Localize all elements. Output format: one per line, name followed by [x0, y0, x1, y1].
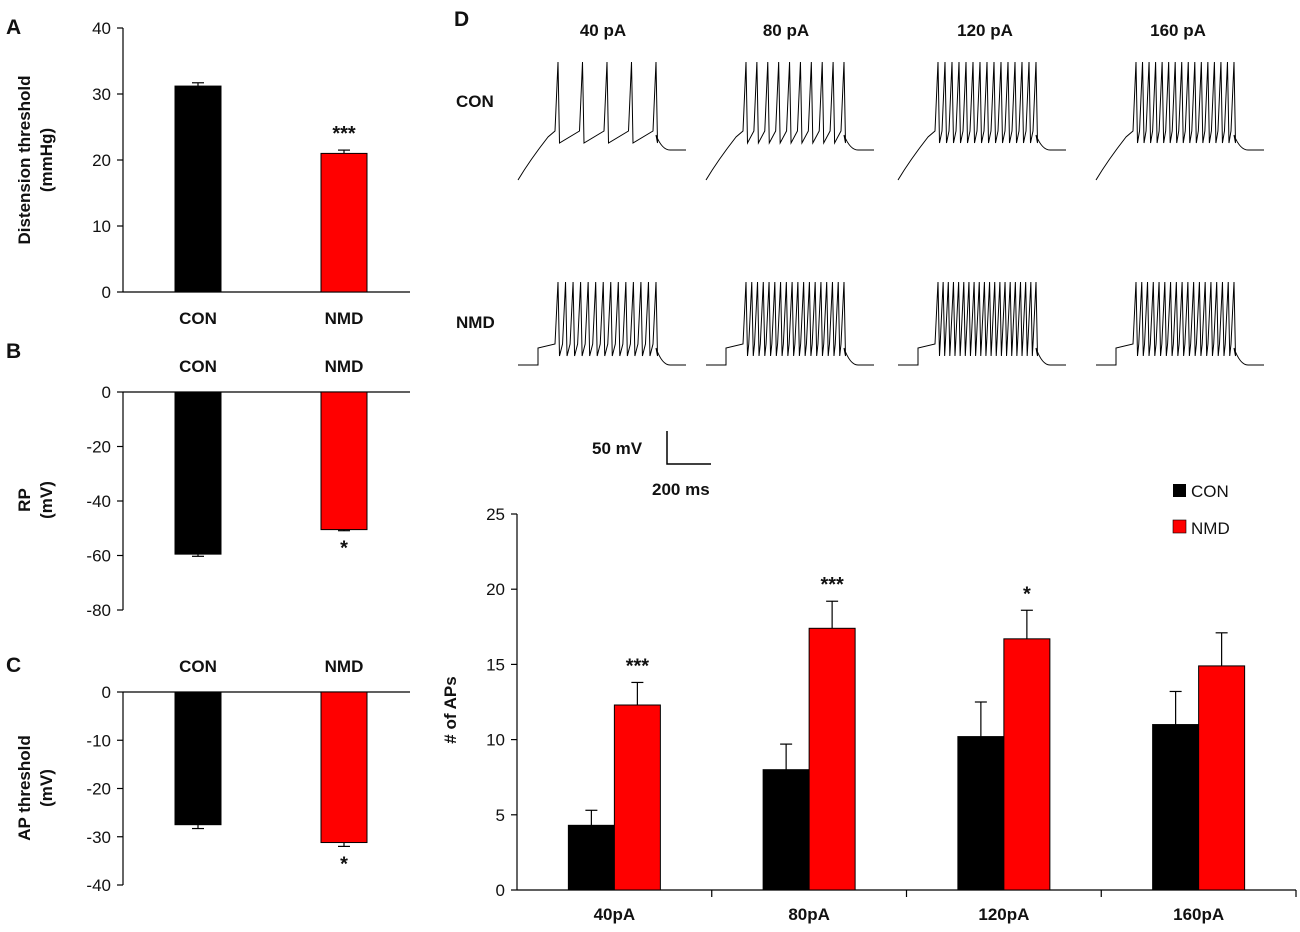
y-tick-label: 30: [92, 85, 111, 104]
panel-c-letter: C: [6, 654, 21, 677]
trace-nmd-3: [1096, 281, 1264, 366]
y-tick-label: -30: [86, 828, 111, 847]
trace-current-label: 40 pA: [580, 21, 626, 40]
bar-con: [174, 391, 222, 555]
y-tick-label: 0: [102, 383, 111, 402]
significance-marker: *: [340, 538, 348, 560]
panel-d-chart: 25 20 15 10 5 0 *** 40pA *** 80pA * 120pA 160pA: [486, 505, 1297, 924]
bar-nmd: [320, 391, 368, 531]
bar-con-80pA: [762, 769, 810, 891]
panel-c-ylabel-line1: AP threshold: [15, 735, 34, 840]
y-tick-label: -40: [86, 492, 111, 511]
y-tick-label: 5: [496, 806, 505, 825]
scale-bar: [666, 431, 711, 465]
trace-row-label: NMD: [456, 313, 495, 332]
y-tick-label: 0: [102, 283, 111, 302]
legend-label-nmd: NMD: [1191, 519, 1230, 538]
category-label: 160pA: [1173, 905, 1224, 924]
y-tick-label: 25: [486, 505, 505, 524]
panel-c-ylabel-line2: (mV): [37, 769, 56, 807]
panel-b-ylabel-line2: (mV): [37, 481, 56, 519]
y-tick-label: -10: [86, 731, 111, 750]
y-tick-label: 10: [92, 217, 111, 236]
category-label: NMD: [325, 357, 364, 376]
panel-a-ylabel-line2: (mmHg): [37, 128, 56, 192]
trace-nmd-2: [898, 281, 1066, 366]
category-label: CON: [179, 357, 217, 376]
trace-nmd-1: [706, 281, 874, 366]
panel-d-letter: D: [454, 8, 469, 31]
panel-b-ylabel-line1: RP: [15, 488, 34, 512]
category-label: NMD: [325, 309, 364, 328]
y-tick-label: 15: [486, 655, 505, 674]
trace-con-1: [705, 61, 874, 181]
significance-marker: *: [340, 853, 348, 875]
category-label: NMD: [325, 657, 364, 676]
bar-nmd-40pA: [613, 704, 661, 891]
panel-d-ylabel: # of APs: [441, 676, 460, 743]
panel-a-ylabel-line1: Distension threshold: [15, 75, 34, 244]
bar-nmd-80pA: [808, 627, 856, 891]
bar-con-160pA: [1152, 724, 1200, 891]
category-label: CON: [179, 657, 217, 676]
panel-b-chart: 0 -20 -40 -60 -80 CON NMD *: [86, 357, 410, 620]
y-tick-label: -20: [86, 438, 111, 457]
trace-row-label: CON: [456, 92, 494, 111]
bar-con-120pA: [957, 736, 1005, 891]
legend-label-con: CON: [1191, 482, 1229, 501]
bar-nmd-120pA: [1003, 638, 1051, 891]
panel-a-letter: A: [6, 16, 21, 39]
bar-nmd: [320, 152, 368, 293]
y-tick-label: -40: [86, 876, 111, 895]
legend-swatch-con: [1173, 484, 1186, 497]
scale-bar-time-label: 200 ms: [652, 480, 710, 499]
y-tick-label: 0: [496, 881, 505, 900]
y-tick-label: 10: [486, 731, 505, 750]
trace-con-3: [1095, 61, 1264, 181]
significance-marker: ***: [626, 655, 650, 677]
category-label: CON: [179, 309, 217, 328]
bar-con-40pA: [567, 824, 615, 891]
panel-c-chart: 0 -10 -20 -30 -40 CON NMD *: [86, 657, 410, 895]
category-label: 80pA: [788, 905, 830, 924]
bar-nmd: [320, 691, 368, 844]
scale-bar-voltage-label: 50 mV: [592, 439, 643, 458]
y-tick-label: 40: [92, 19, 111, 38]
voltage-traces: [517, 61, 1264, 366]
bar-nmd-160pA: [1198, 665, 1246, 891]
bar-con: [174, 85, 222, 293]
significance-marker: ***: [332, 123, 356, 145]
y-tick-label: 20: [486, 580, 505, 599]
trace-current-label: 80 pA: [763, 21, 809, 40]
significance-marker: *: [1023, 583, 1031, 605]
y-tick-label: -20: [86, 780, 111, 799]
trace-nmd-0: [518, 281, 686, 366]
trace-current-label: 120 pA: [957, 21, 1013, 40]
y-tick-label: -80: [86, 601, 111, 620]
category-label: 120pA: [978, 905, 1029, 924]
y-tick-label: 20: [92, 151, 111, 170]
y-tick-label: -60: [86, 547, 111, 566]
trace-con-2: [897, 61, 1066, 181]
bar-con: [174, 691, 222, 826]
trace-current-label: 160 pA: [1150, 21, 1206, 40]
panel-a-chart: 40 30 20 10 0 CON NMD ***: [92, 19, 410, 328]
legend-swatch-nmd: [1172, 519, 1187, 534]
trace-con-0: [517, 61, 686, 181]
y-tick-label: 0: [102, 683, 111, 702]
category-label: 40pA: [594, 905, 636, 924]
significance-marker: ***: [820, 574, 844, 596]
panel-b-letter: B: [6, 340, 21, 363]
